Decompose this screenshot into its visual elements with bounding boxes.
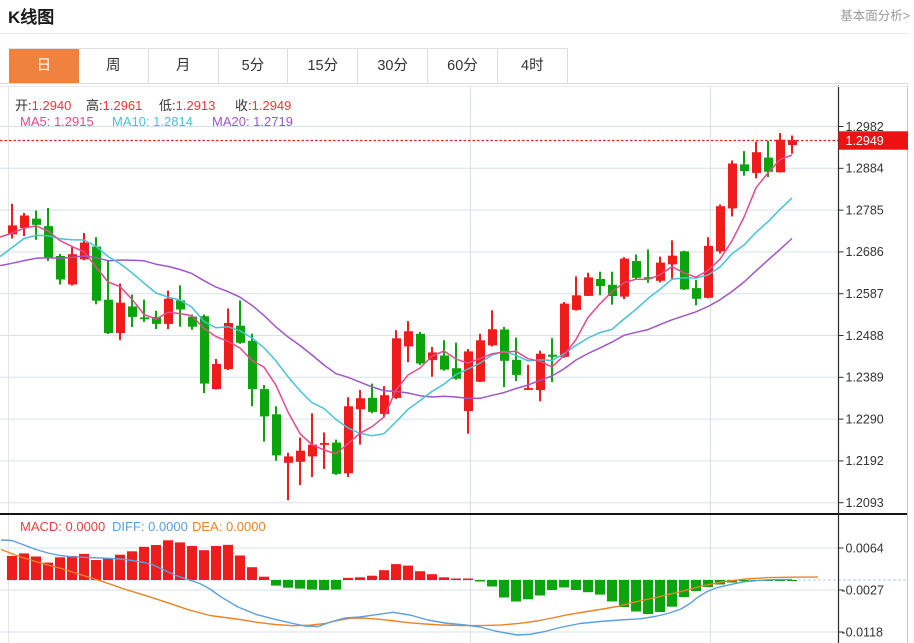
svg-text:1.2587: 1.2587 (846, 287, 884, 301)
svg-text:1.2949: 1.2949 (846, 134, 884, 148)
svg-text:1.2785: 1.2785 (846, 203, 884, 217)
svg-text:-0.0027: -0.0027 (842, 583, 884, 597)
svg-text:1.2686: 1.2686 (846, 245, 884, 259)
svg-text:1.2290: 1.2290 (846, 412, 884, 426)
svg-text:1.2488: 1.2488 (846, 329, 884, 343)
svg-text:1.2982: 1.2982 (846, 120, 884, 134)
svg-text:0.0064: 0.0064 (846, 541, 884, 555)
svg-text:1.2093: 1.2093 (846, 496, 884, 510)
svg-text:1.2192: 1.2192 (846, 454, 884, 468)
svg-text:1.2884: 1.2884 (846, 162, 884, 176)
svg-text:-0.0118: -0.0118 (842, 625, 884, 639)
svg-text:1.2389: 1.2389 (846, 371, 884, 385)
